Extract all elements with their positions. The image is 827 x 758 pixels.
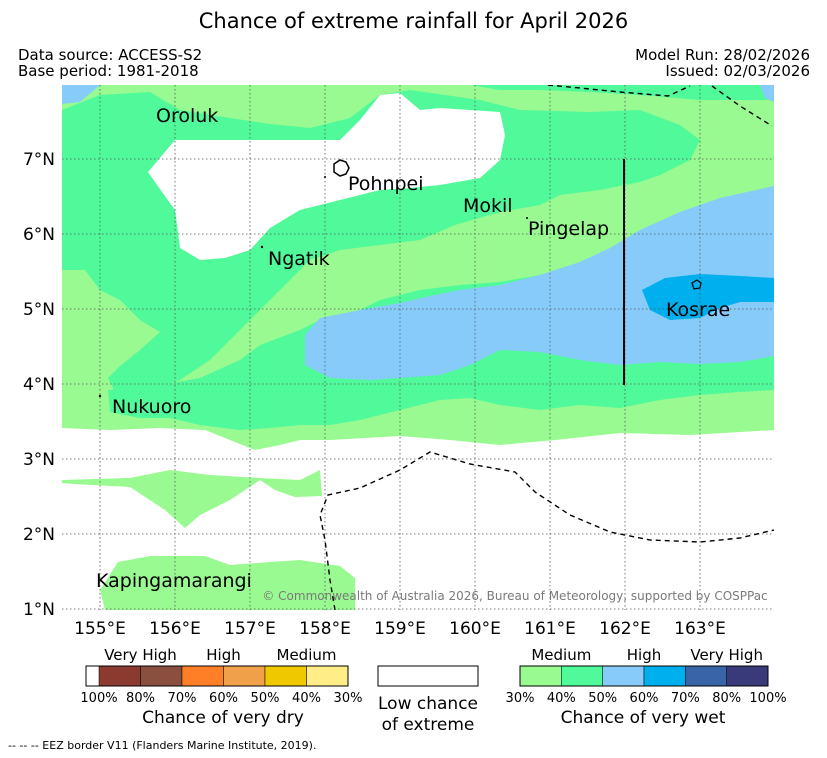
lat-tick-label: 4°N: [23, 375, 55, 395]
high-wet-area: [305, 186, 774, 380]
wet-category-label: Very High: [690, 646, 763, 664]
label-nukuoro: Nukuoro: [112, 396, 191, 418]
dry-percent-label: 70%: [168, 691, 197, 706]
very-high-wet-area: [642, 274, 774, 320]
medium-wet-area-south: [100, 556, 355, 610]
dry-legend-title: Chance of very dry: [142, 708, 304, 728]
low-chance-line2: of extreme: [382, 715, 475, 735]
lat-tick-label: 6°N: [23, 225, 55, 245]
wet-percent-label: 70%: [671, 691, 700, 706]
rainfall-map: Oroluk Pohnpei Mokil Pingelap Ngatik Kos…: [23, 85, 787, 735]
low-chance-pohnpei: [148, 93, 505, 260]
ant-island: [324, 176, 326, 178]
latitude-labels: 7°N 6°N 5°N 4°N 3°N 2°N 1°N: [23, 150, 55, 620]
wet-swatch: [519, 665, 562, 687]
copyright-notice: © Commonwealth of Australia 2026, Bureau…: [262, 589, 767, 603]
dry-percent-label: 60%: [209, 691, 238, 706]
legend-low-chance: Low chance of extreme: [377, 665, 479, 735]
label-kapingamarangi: Kapingamarangi: [96, 570, 252, 592]
lon-tick-label: 159°E: [374, 619, 426, 639]
nukuoro-island: [98, 394, 102, 398]
wet-category-label: Medium: [531, 646, 591, 664]
lon-tick-label: 157°E: [224, 619, 276, 639]
legend-wet: Medium High Very High 30% 40% 50% 60% 70% 80% 10…: [506, 646, 787, 728]
high-wet-corner-tr: [760, 85, 774, 102]
low-chance-small: [178, 442, 205, 468]
lon-tick-label: 158°E: [299, 619, 351, 639]
lon-tick-label: 162°E: [599, 619, 651, 639]
base-period: Base period: 1981-2018: [18, 62, 199, 80]
label-mokil: Mokil: [463, 195, 513, 217]
wet-category-label: High: [627, 646, 661, 664]
lat-tick-label: 7°N: [23, 150, 55, 170]
ngatik-island: [260, 245, 264, 249]
label-kosrae: Kosrae: [666, 299, 730, 321]
lat-tick-label: 3°N: [23, 450, 55, 470]
label-oroluk: Oroluk: [156, 105, 218, 127]
lon-tick-label: 161°E: [524, 619, 576, 639]
lon-tick-label: 160°E: [449, 619, 501, 639]
longitude-labels: 155°E 156°E 157°E 158°E 159°E 160°E 161°E 162°E…: [74, 619, 726, 639]
eez-footnote: -- -- -- EEZ border V11 (Flanders Marine…: [8, 739, 317, 752]
data-source: Data source: ACCESS-S2: [18, 46, 203, 64]
eez-border: [319, 85, 774, 610]
lat-tick-label: 5°N: [23, 300, 55, 320]
lat-tick-label: 1°N: [23, 600, 55, 620]
dry-swatch: [223, 665, 266, 687]
wet-percent-label: 50%: [588, 691, 617, 706]
dry-category-label: Medium: [277, 646, 337, 664]
wet-swatch: [685, 665, 727, 687]
high-wet-corner-tl: [62, 85, 100, 104]
dry-percent-label: 50%: [251, 691, 280, 706]
dry-swatch: [140, 665, 183, 687]
dry-percent-label: 80%: [126, 691, 155, 706]
lon-tick-label: 163°E: [674, 619, 726, 639]
wet-percent-label: 80%: [712, 691, 741, 706]
dry-swatch: [264, 665, 307, 687]
lon-tick-label: 155°E: [74, 619, 126, 639]
label-ngatik: Ngatik: [268, 248, 330, 270]
map-field: [62, 85, 774, 610]
lat-tick-label: 2°N: [23, 525, 55, 545]
dry-category-label: High: [206, 646, 240, 664]
dry-swatch: [98, 665, 141, 687]
dry-swatch: [306, 665, 349, 687]
dry-percent-label: 100%: [80, 691, 117, 706]
pohnpei-island: [333, 159, 350, 177]
label-pingelap: Pingelap: [528, 218, 609, 240]
wet-percent-label: 30%: [506, 691, 535, 706]
dry-percent-label: 40%: [292, 691, 321, 706]
wet-swatch: [726, 665, 769, 687]
model-run: Model Run: 28/02/2026: [635, 46, 810, 64]
grid: [62, 85, 774, 610]
wet-percent-label: 100%: [749, 691, 786, 706]
low-chance-line1: Low chance: [378, 694, 478, 714]
label-pohnpei: Pohnpei: [348, 173, 424, 195]
issued-date: Issued: 02/03/2026: [665, 62, 810, 80]
legend-dry: Very High High Medium 100% 80% 70% 60% 50% 40% 3…: [80, 646, 362, 728]
wet-percent-label: 60%: [630, 691, 659, 706]
low-chance-swatch: [377, 665, 479, 687]
map-title: Chance of extreme rainfall for April 202…: [198, 9, 629, 33]
wet-swatch: [602, 665, 645, 687]
dry-percent-label: 30%: [334, 691, 363, 706]
dry-swatch: [181, 665, 224, 687]
wet-swatch: [561, 665, 603, 687]
dry-category-label: Very High: [104, 646, 177, 664]
lon-tick-label: 156°E: [149, 619, 201, 639]
wet-legend-title: Chance of very wet: [561, 708, 726, 728]
wet-swatch: [643, 665, 686, 687]
wet-percent-label: 40%: [547, 691, 576, 706]
kosrae-island: [691, 279, 702, 290]
mokil-island: [526, 217, 528, 219]
